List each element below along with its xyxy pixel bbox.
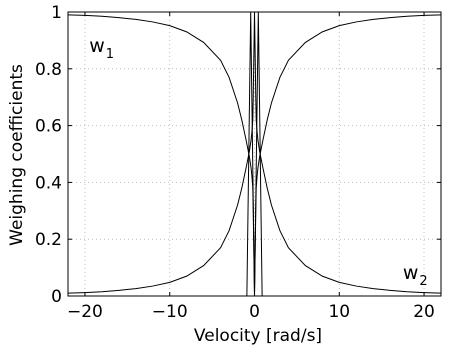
y-tick-label: 0 (51, 287, 62, 307)
x-tick-label: −10 (152, 302, 188, 322)
series-line-4 (254, 14, 442, 297)
x-tick-label: 0 (249, 302, 260, 322)
y-tick-label: 0.8 (35, 60, 62, 80)
x-axis-label: Velocity [rad/s] (194, 326, 322, 346)
x-tick-label: 20 (413, 302, 435, 322)
series-layer (67, 11, 442, 297)
plot-frame (67, 11, 442, 297)
y-tick-label: 1 (51, 3, 62, 23)
series-line-3 (254, 11, 442, 294)
series-line-1 (67, 14, 255, 297)
tick-layer (68, 11, 441, 297)
curve-label-w2: w2 (403, 262, 428, 289)
label-layer: −20 −10 0 10 20 0 0.2 0.4 0.6 0.8 1 (35, 3, 435, 322)
series-line-6 (254, 11, 263, 297)
series-line-5 (246, 11, 255, 297)
x-tick-label: 10 (328, 302, 350, 322)
x-tick-label: −20 (67, 302, 103, 322)
y-tick-label: 0.4 (35, 173, 62, 193)
series-line-2 (67, 11, 255, 294)
curve-label-w1: w1 (89, 35, 114, 62)
y-tick-label: 0.2 (35, 230, 62, 250)
y-axis-label: Weighing coefficients (7, 64, 27, 246)
annotation-layer: w1 w2 (89, 35, 427, 289)
grid-layer (68, 11, 441, 297)
y-tick-label: 0.6 (35, 117, 62, 137)
